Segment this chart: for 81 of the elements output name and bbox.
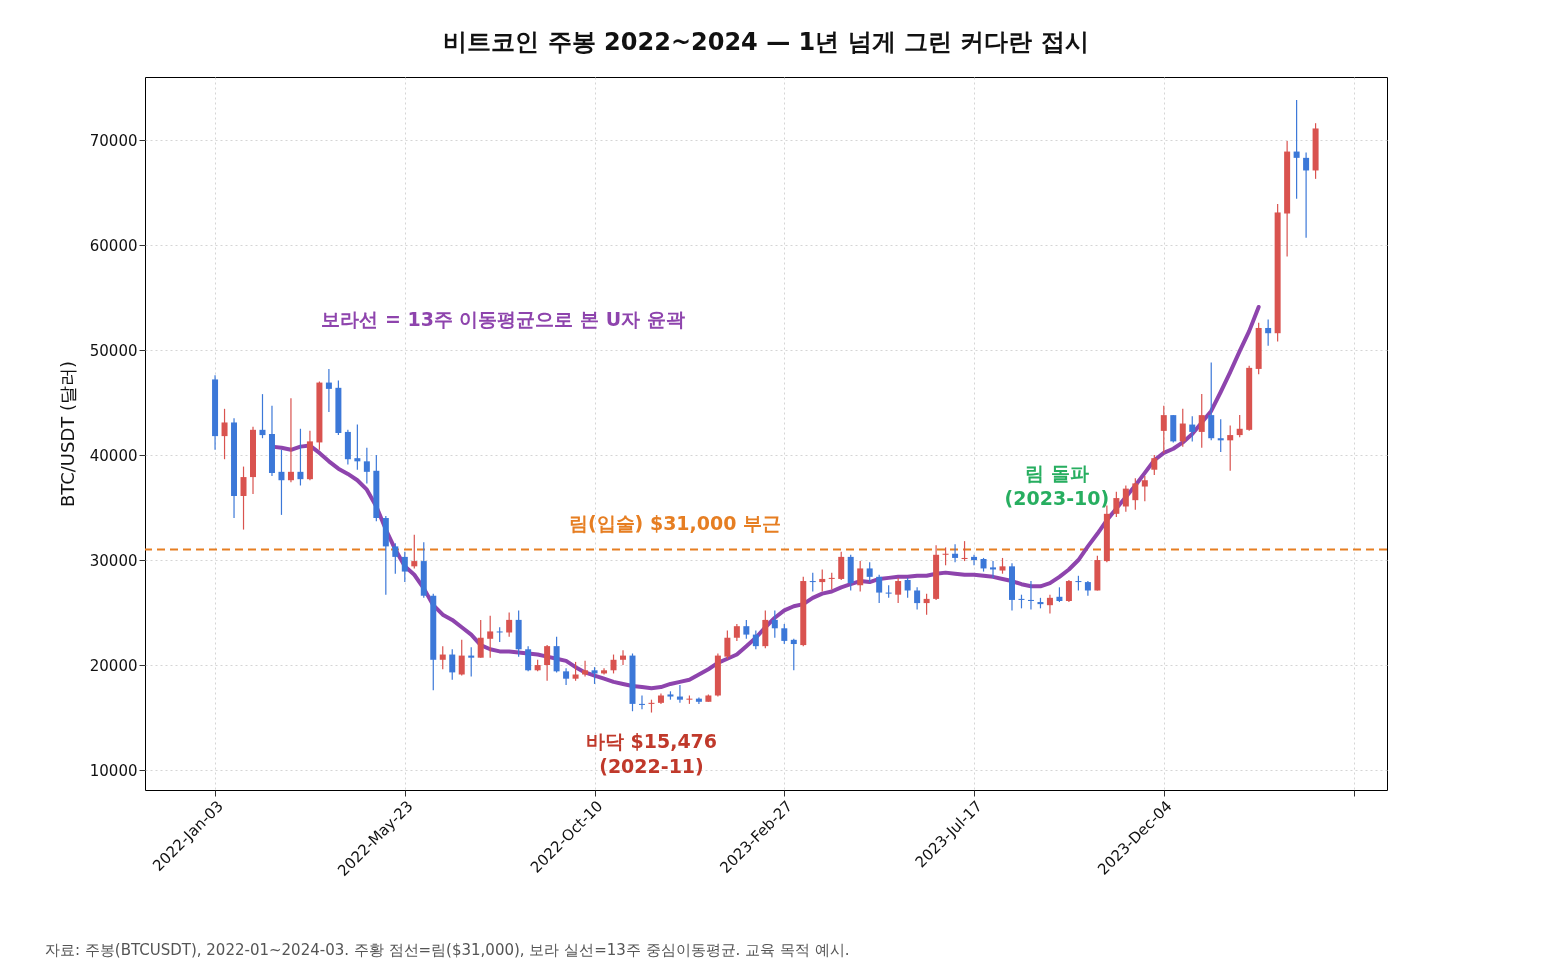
candlestick [620,649,627,666]
candlestick [363,447,370,484]
candlestick [449,648,456,681]
y-tick-label: 30000 [89,551,138,570]
candlestick [1189,415,1196,442]
candlestick [468,646,475,678]
candlestick [790,638,797,671]
text: 자료: 주봉(BTCUSDT), 2022-01~2024-03. 주황 점선=림($31,000), 보라 실선=13주 중심이동평균. 교육 목적 예시. [45,941,850,959]
candlestick [971,554,978,566]
candlestick [259,393,266,439]
candlestick [1265,318,1272,347]
candlestick [458,639,465,677]
candlestick [240,465,247,531]
candlestick [952,543,959,563]
candlestick [1027,580,1034,610]
candlestick [1122,484,1129,513]
candlestick [1113,491,1120,518]
candlestick [506,611,513,638]
candlestick [1141,475,1148,502]
candlestick [487,615,494,659]
candlestick [287,397,294,483]
candlestick [525,645,532,672]
candlestick [876,574,883,604]
candlestick [743,619,750,640]
candlestick [1160,405,1167,454]
candlestick [866,561,873,583]
candlestick [752,629,759,650]
candlestick [354,423,361,471]
candlestick [1198,393,1205,449]
annotation: 바닥 $15,476 (2022-11) [585,729,718,778]
y-tick-label: 50000 [89,341,138,360]
chart-title: 비트코인 주봉 2022~2024 — 1년 넘게 그린 커다란 접시 [443,28,1089,56]
candlestick [914,586,921,610]
candlestick [1293,99,1300,200]
candlestick [1151,454,1158,476]
y-tick-label: 40000 [89,446,138,465]
candlestick [278,449,285,516]
candlestick [990,560,997,579]
candlestick [838,551,845,581]
candlestick [1065,579,1072,603]
candlestick [544,644,551,682]
y-tick-label: 70000 [89,131,138,150]
candlestick [809,572,816,593]
candlestick [724,629,731,660]
candlestick [572,661,579,682]
y-tick-label: 60000 [89,236,138,255]
annotation: 보라선 = 13주 이동평균으로 본 U자 윤곽 [321,308,685,330]
candlestick [771,609,778,639]
candlestick [819,568,826,593]
y-tick-label: 20000 [89,656,138,675]
candlestick [563,667,570,686]
candlestick [857,560,864,593]
candlestick [477,619,484,659]
candlestick [411,534,418,570]
candlestick [638,694,645,710]
candlestick [904,577,911,599]
candlestick [923,593,930,616]
candlestick [1227,425,1234,472]
candlestick [781,623,788,645]
candlestick [221,408,228,460]
annotation: 림 돌파 (2023-10) [1004,461,1110,510]
candlestick [325,368,332,413]
ref-line-label: 림(입술) $31,000 부근 [568,511,782,534]
candlestick [961,540,968,562]
candlestick [1046,594,1053,615]
candlestick [895,577,902,604]
candlestick [610,653,617,675]
y-tick-label: 10000 [89,761,138,780]
candlestick [1179,408,1186,448]
candlestick [1236,414,1243,438]
candlestick [1132,477,1139,511]
candlestick [401,551,408,583]
candlestick [392,542,399,575]
y-axis-title: BTC/USDT (달러) [56,360,78,508]
candlestick [439,645,446,670]
candlestick [582,660,589,678]
candlestick [676,684,683,704]
candlestick [1208,362,1215,441]
candlestick [297,428,304,487]
candlestick [1303,152,1310,239]
candlestick [1217,418,1224,453]
